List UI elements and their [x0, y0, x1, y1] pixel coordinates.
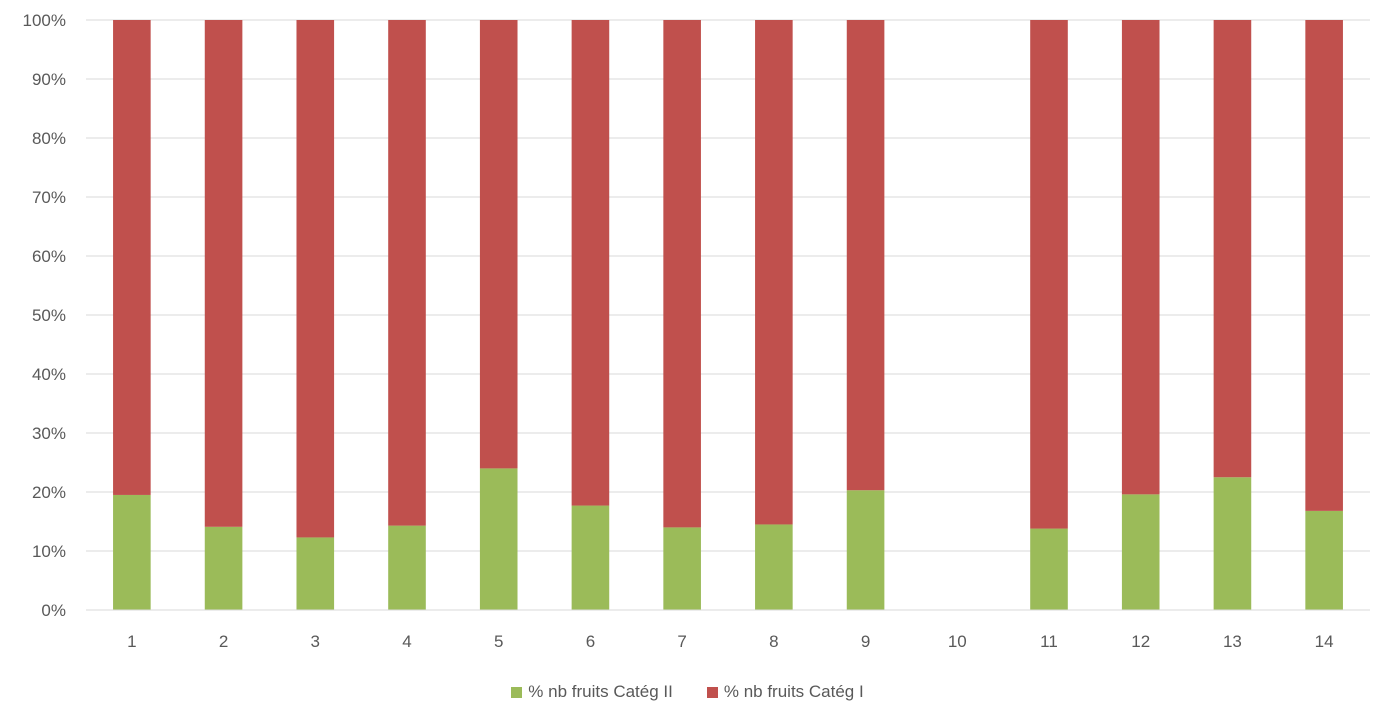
x-tick-label: 14 [1315, 632, 1334, 651]
bar-segment [663, 527, 701, 610]
bar-segment [1305, 510, 1343, 610]
x-tick-label: 5 [494, 632, 503, 651]
legend-item-categ-ii: % nb fruits Catég II [511, 682, 673, 702]
bar-segment [296, 20, 335, 538]
bar-segment [388, 20, 426, 526]
x-tick-label: 11 [1040, 632, 1058, 651]
y-tick-label: 20% [32, 483, 66, 502]
y-tick-label: 40% [32, 365, 66, 384]
bar-segment [663, 20, 701, 528]
x-tick-label: 1 [127, 632, 136, 651]
legend-item-categ-i: % nb fruits Catég I [706, 682, 864, 702]
bar-segment [571, 20, 610, 506]
bar-segment [204, 526, 243, 610]
bar-segment [1121, 20, 1160, 495]
bar-segment [1030, 20, 1068, 529]
bar-segment [113, 20, 151, 495]
bar-segment [1305, 20, 1343, 511]
bar-segment [204, 20, 243, 527]
bar-segment [1213, 477, 1252, 610]
x-tick-label: 12 [1131, 632, 1150, 651]
bar-segment [1213, 20, 1252, 478]
y-tick-label: 50% [32, 306, 66, 325]
x-tick-label: 6 [586, 632, 595, 651]
bar-segment [113, 494, 151, 610]
x-tick-label: 13 [1223, 632, 1242, 651]
bar-segment [1121, 494, 1160, 610]
bar-segment [479, 468, 518, 610]
x-tick-label: 8 [769, 632, 778, 651]
bar-segment [571, 505, 610, 610]
y-tick-label: 60% [32, 247, 66, 266]
bar-segment [846, 20, 885, 491]
x-tick-label: 10 [948, 632, 967, 651]
y-tick-label: 80% [32, 129, 66, 148]
legend-swatch-categ-ii [511, 686, 523, 698]
y-tick-label: 0% [41, 601, 66, 620]
y-tick-label: 10% [32, 542, 66, 561]
bar-segment [388, 525, 426, 610]
x-tick-label: 7 [677, 632, 686, 651]
legend: % nb fruits Catég II % nb fruits Catég I [0, 680, 1375, 704]
y-tick-label: 90% [32, 70, 66, 89]
bar-segment [296, 537, 335, 610]
bar-segment [1030, 528, 1068, 610]
y-tick-label: 100% [23, 11, 66, 30]
bar-segment [846, 490, 885, 610]
bar-segment [479, 20, 518, 469]
bar-segment [755, 20, 793, 525]
x-tick-label: 9 [861, 632, 870, 651]
legend-label-categ-i: % nb fruits Catég I [723, 682, 864, 701]
legend-label-categ-ii: % nb fruits Catég II [528, 682, 673, 701]
legend-swatch-categ-i [706, 686, 718, 698]
x-tick-label: 3 [311, 632, 320, 651]
x-tick-label: 4 [402, 632, 411, 651]
bar-segment [755, 524, 793, 610]
y-tick-label: 70% [32, 188, 66, 207]
x-tick-label: 2 [219, 632, 228, 651]
y-tick-label: 30% [32, 424, 66, 443]
